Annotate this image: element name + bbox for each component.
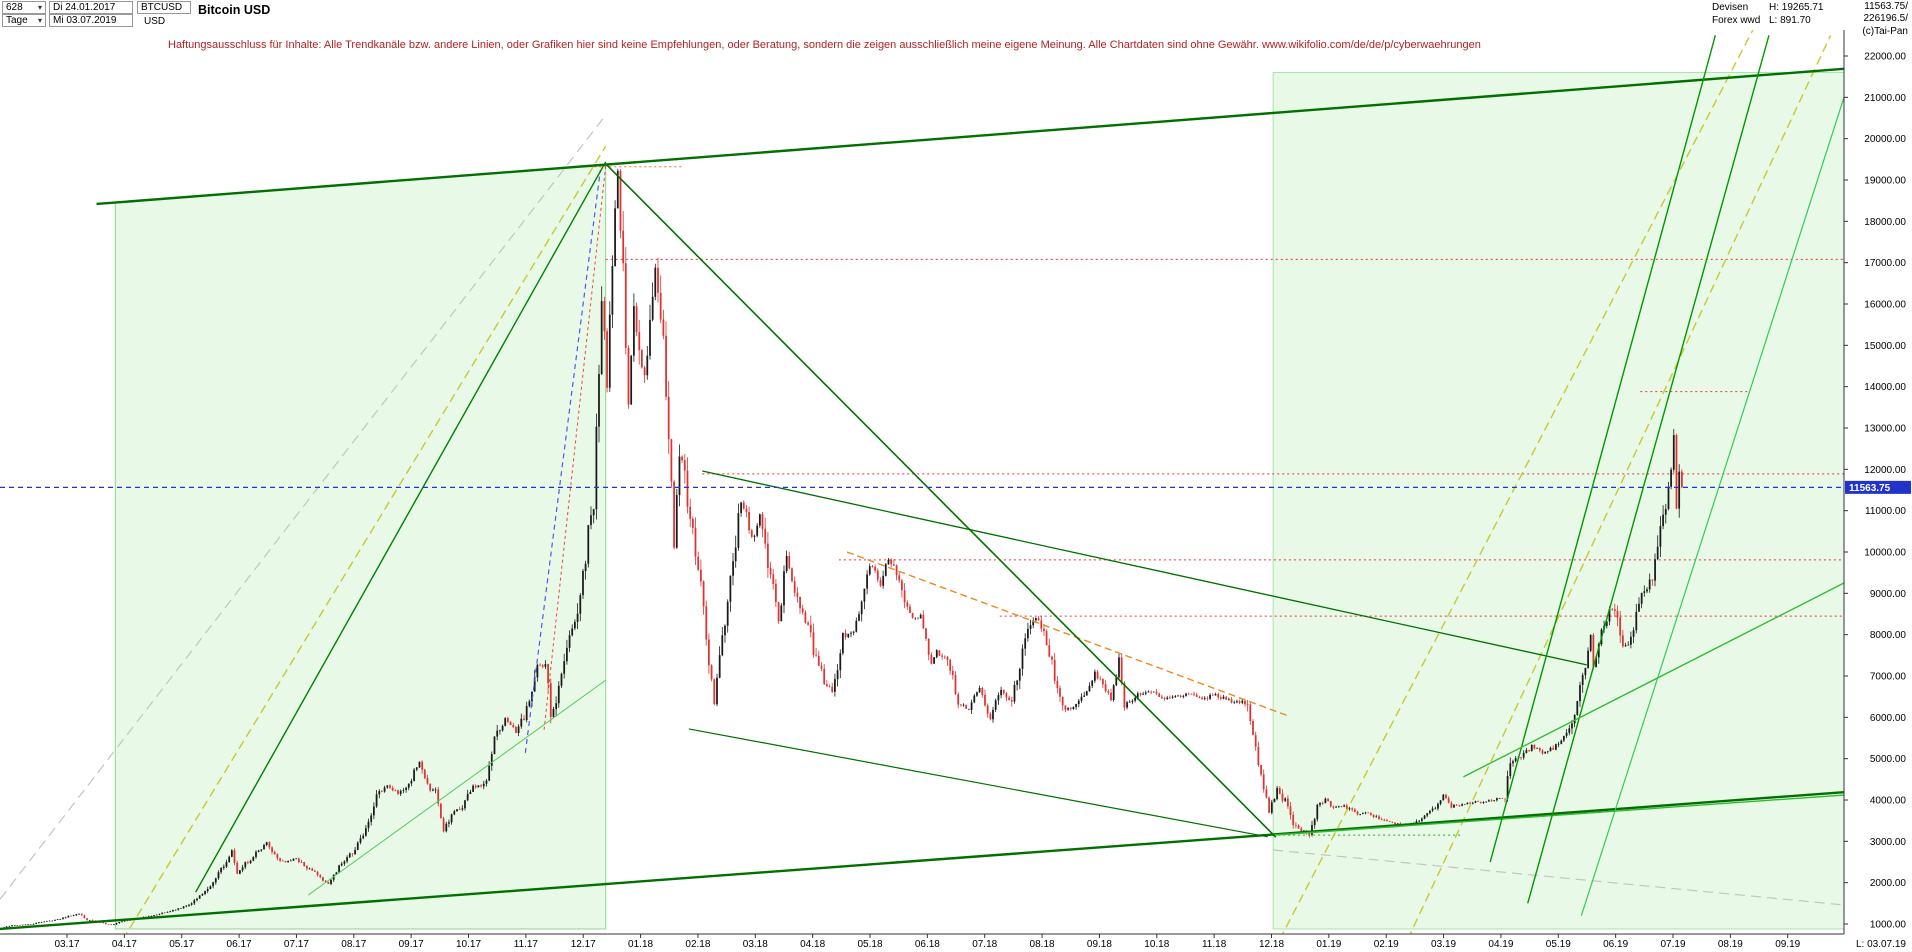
svg-text:03.17: 03.17 (54, 939, 79, 950)
svg-text:17000.00: 17000.00 (1864, 258, 1906, 269)
date-from-field[interactable]: Di 24.01.2017 (49, 1, 133, 14)
disclaimer-text: Haftungsausschluss für Inhalte: Alle Tre… (168, 39, 1481, 51)
svg-text:11563.75: 11563.75 (1849, 483, 1891, 494)
svg-text:3000.00: 3000.00 (1870, 837, 1907, 848)
svg-text:14000.00: 14000.00 (1864, 382, 1906, 393)
svg-text:4000.00: 4000.00 (1870, 796, 1907, 807)
svg-text:05.19: 05.19 (1546, 939, 1571, 950)
svg-text:02.18: 02.18 (685, 939, 710, 950)
chevron-down-icon: ▾ (37, 16, 42, 25)
svg-text:09.18: 09.18 (1087, 939, 1112, 950)
svg-text:21000.00: 21000.00 (1864, 93, 1906, 104)
svg-text:01.19: 01.19 (1316, 939, 1341, 950)
svg-text:04.17: 04.17 (112, 939, 137, 950)
svg-text:07.17: 07.17 (284, 939, 309, 950)
svg-text:13000.00: 13000.00 (1864, 424, 1906, 435)
svg-text:L: 03.07.19: L: 03.07.19 (1856, 939, 1906, 950)
bars-count-dropdown[interactable]: 628 ▾ (2, 1, 46, 14)
svg-text:22000.00: 22000.00 (1864, 52, 1906, 63)
svg-text:10.18: 10.18 (1144, 939, 1169, 950)
market-label: Devisen (1712, 2, 1749, 13)
quote-price-label: 11563.75/ (1864, 1, 1908, 12)
exchange-label: Forex wwd (1712, 15, 1761, 26)
svg-text:9000.00: 9000.00 (1870, 589, 1907, 600)
svg-text:6000.00: 6000.00 (1870, 713, 1907, 724)
quote-volume-label: 226196.5/ (1863, 13, 1909, 24)
svg-text:07.19: 07.19 (1660, 939, 1685, 950)
svg-text:05.18: 05.18 (857, 939, 882, 950)
chevron-down-icon: ▾ (37, 3, 42, 12)
period-low-label: L: 891.70 (1769, 15, 1811, 26)
svg-text:5000.00: 5000.00 (1870, 754, 1907, 765)
symbol-field[interactable]: BTCUSD (137, 1, 191, 14)
copyright-label: (c)Tai-Pan (1862, 26, 1908, 37)
svg-text:04.19: 04.19 (1488, 939, 1513, 950)
date-from-value: Di 24.01.2017 (53, 2, 116, 13)
bars-count-value: 628 (6, 2, 23, 13)
svg-text:2000.00: 2000.00 (1870, 878, 1907, 889)
svg-text:07.18: 07.18 (972, 939, 997, 950)
svg-text:06.17: 06.17 (227, 939, 252, 950)
svg-text:09.17: 09.17 (399, 939, 424, 950)
svg-text:12000.00: 12000.00 (1864, 465, 1906, 476)
svg-text:19000.00: 19000.00 (1864, 176, 1906, 187)
svg-text:12.18: 12.18 (1259, 939, 1284, 950)
svg-text:11.18: 11.18 (1202, 939, 1227, 950)
svg-text:03.18: 03.18 (743, 939, 768, 950)
svg-text:8000.00: 8000.00 (1870, 630, 1907, 641)
timeframe-dropdown[interactable]: Tage ▾ (2, 14, 46, 27)
svg-text:08.19: 08.19 (1718, 939, 1743, 950)
svg-text:12.17: 12.17 (571, 939, 596, 950)
svg-text:03.19: 03.19 (1431, 939, 1456, 950)
currency-label: USD (144, 16, 166, 27)
svg-text:20000.00: 20000.00 (1864, 134, 1906, 145)
svg-text:10.17: 10.17 (456, 939, 481, 950)
svg-text:02.19: 02.19 (1374, 939, 1399, 950)
date-to-field[interactable]: Mi 03.07.2019 (49, 14, 133, 27)
svg-text:7000.00: 7000.00 (1870, 672, 1907, 683)
svg-text:10000.00: 10000.00 (1864, 548, 1906, 559)
symbol-value: BTCUSD (141, 2, 183, 13)
svg-text:11000.00: 11000.00 (1865, 506, 1906, 517)
svg-text:08.18: 08.18 (1030, 939, 1055, 950)
toolbar: 628 ▾ Tage ▾ Di 24.01.2017 Mi 03.07.2019… (0, 0, 1912, 37)
svg-text:15000.00: 15000.00 (1864, 341, 1906, 352)
instrument-title: Bitcoin USD (198, 3, 271, 17)
svg-text:05.17: 05.17 (169, 939, 194, 950)
svg-text:04.18: 04.18 (800, 939, 825, 950)
svg-text:01.18: 01.18 (628, 939, 653, 950)
svg-text:08.17: 08.17 (341, 939, 366, 950)
svg-text:06.19: 06.19 (1603, 939, 1628, 950)
timeframe-value: Tage (6, 15, 28, 26)
svg-text:18000.00: 18000.00 (1864, 217, 1906, 228)
date-to-value: Mi 03.07.2019 (53, 15, 117, 26)
svg-text:1000.00: 1000.00 (1870, 920, 1907, 931)
svg-text:06.18: 06.18 (915, 939, 940, 950)
svg-text:11.17: 11.17 (514, 939, 539, 950)
period-high-label: H: 19265.71 (1769, 2, 1824, 13)
svg-text:16000.00: 16000.00 (1864, 300, 1906, 311)
svg-text:09.19: 09.19 (1775, 939, 1800, 950)
